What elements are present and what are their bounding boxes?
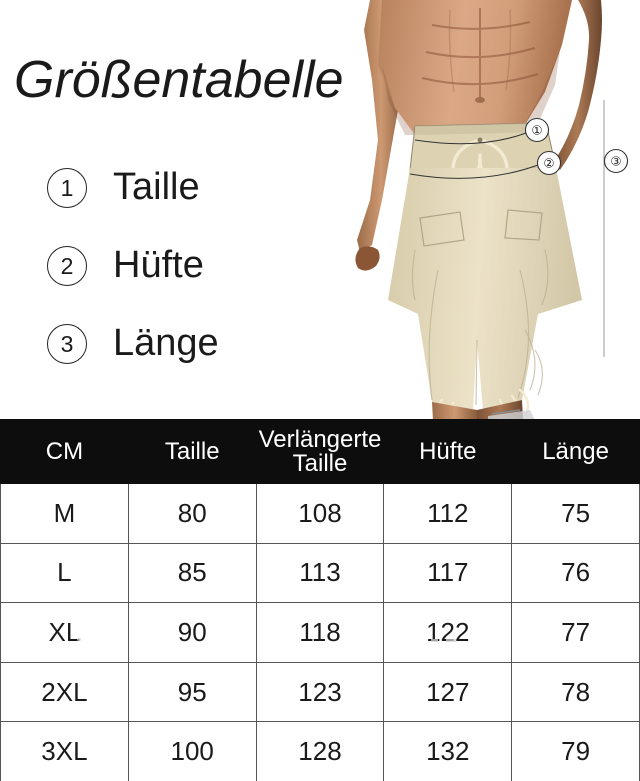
svg-text:②: ② <box>543 157 554 171</box>
svg-text:③: ③ <box>610 155 621 169</box>
svg-text:①: ① <box>531 124 542 138</box>
